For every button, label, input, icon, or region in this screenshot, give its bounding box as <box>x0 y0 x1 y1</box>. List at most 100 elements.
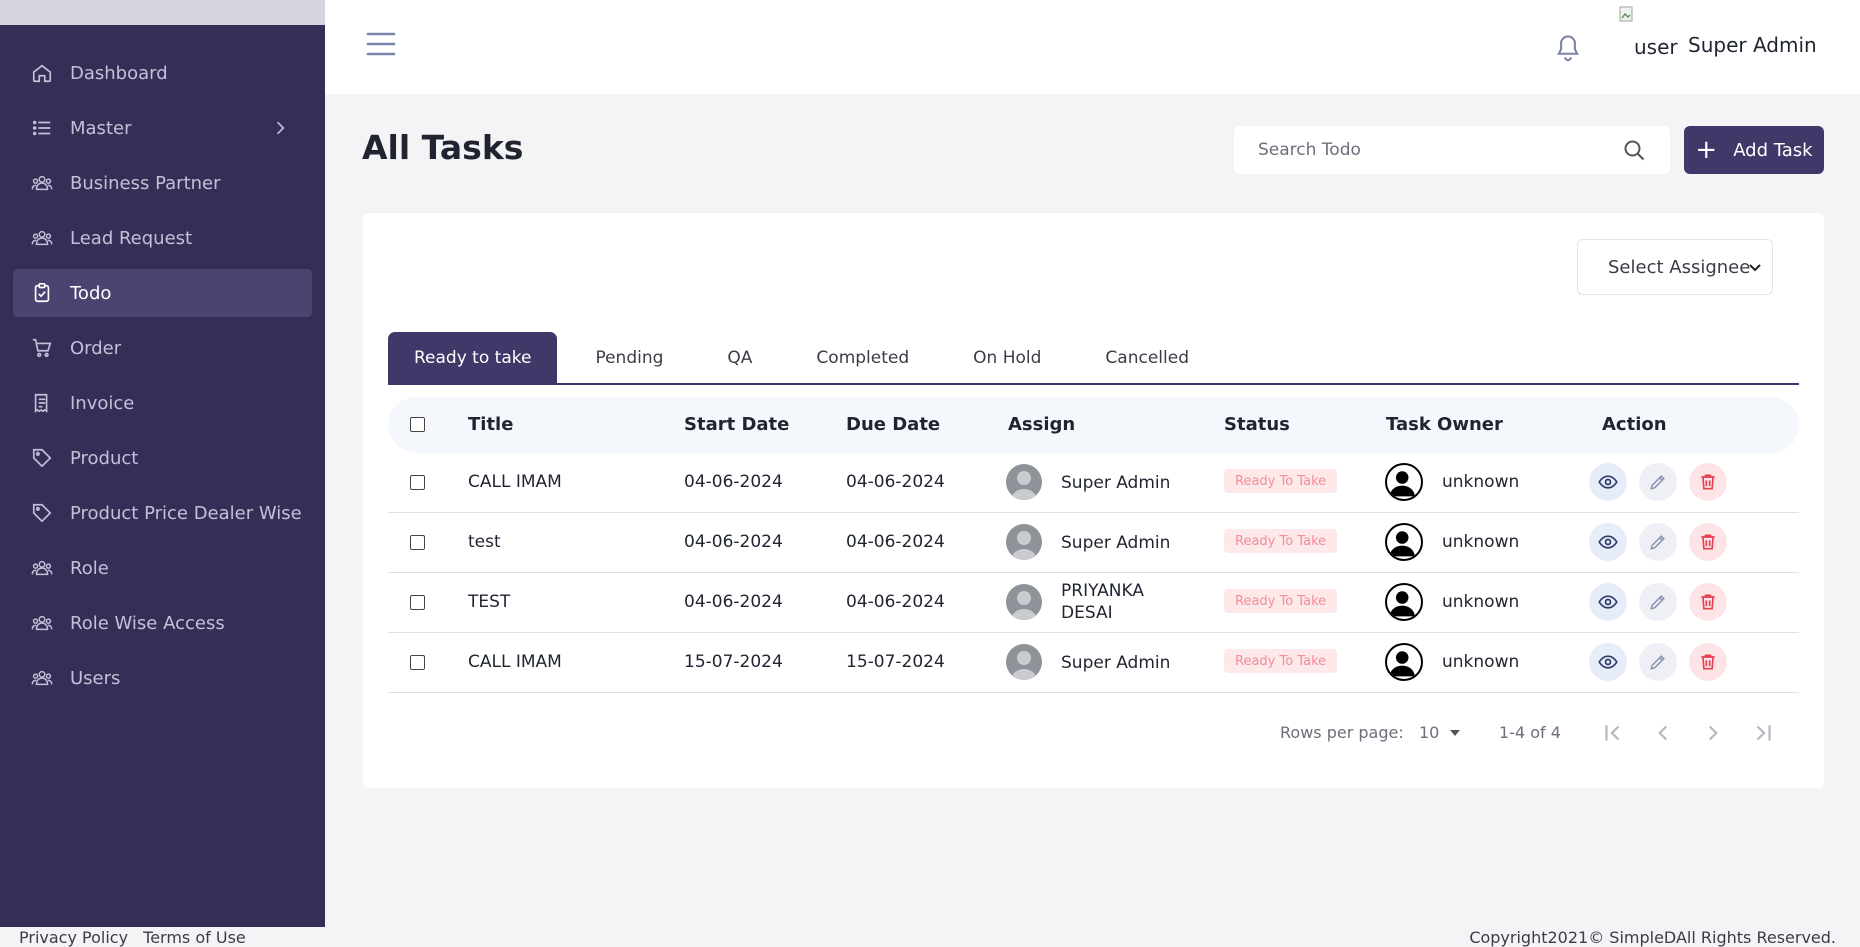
edit-button[interactable] <box>1639 643 1677 681</box>
status-badge: Ready To Take <box>1224 469 1338 493</box>
delete-button[interactable] <box>1689 523 1727 561</box>
sidebar-item-order[interactable]: Order <box>13 324 312 372</box>
task-title: CALL IMAM <box>468 472 562 492</box>
privacy-policy-link[interactable]: Privacy Policy <box>19 928 129 947</box>
chevron-right-icon <box>276 121 285 135</box>
sidebar-item-label: Business Partner <box>70 172 221 194</box>
tab-pending[interactable]: Pending <box>595 347 664 368</box>
cart-icon <box>31 337 53 359</box>
sidebar-item-invoice[interactable]: Invoice <box>13 379 312 427</box>
view-button[interactable] <box>1589 463 1627 501</box>
search-box <box>1234 126 1670 174</box>
tab-cancelled[interactable]: Cancelled <box>1105 347 1189 368</box>
top-header: user Super Admin <box>325 0 1860 94</box>
broken-image-icon <box>1619 6 1633 22</box>
hamburger-menu-icon[interactable] <box>365 30 397 58</box>
tag-icon <box>31 447 53 469</box>
search-input[interactable] <box>1258 140 1622 160</box>
select-all-checkbox[interactable] <box>410 417 425 432</box>
sidebar-item-label: Users <box>70 667 121 689</box>
assignee-name: PRIYANKA DESAI <box>1061 581 1144 623</box>
tab-on-hold[interactable]: On Hold <box>973 347 1042 368</box>
column-header-status: Status <box>1224 414 1290 435</box>
status-tabs: Ready to take Pending QA Completed On Ho… <box>388 320 1799 385</box>
avatar <box>1006 584 1042 620</box>
add-task-button[interactable]: + Add Task <box>1684 126 1824 174</box>
delete-button[interactable] <box>1689 463 1727 501</box>
rows-per-page-select[interactable]: 10 <box>1419 723 1440 742</box>
sidebar-item-product[interactable]: Product <box>13 434 312 482</box>
tab-completed[interactable]: Completed <box>816 347 910 368</box>
user-name[interactable]: Super Admin <box>1688 33 1817 57</box>
assignee-name: Super Admin <box>1061 653 1171 673</box>
column-header-start-date: Start Date <box>684 414 790 435</box>
previous-page-icon[interactable] <box>1650 720 1676 746</box>
sidebar-item-role[interactable]: Role <box>13 544 312 592</box>
owner-name: unknown <box>1442 532 1520 552</box>
row-checkbox[interactable] <box>410 475 425 490</box>
column-header-assign: Assign <box>1008 414 1076 435</box>
sidebar-item-dashboard[interactable]: Dashboard <box>13 49 312 97</box>
next-page-icon[interactable] <box>1700 720 1726 746</box>
delete-button[interactable] <box>1689 583 1727 621</box>
trash-icon <box>1701 474 1715 490</box>
avatar <box>1006 524 1042 560</box>
task-title: test <box>468 532 501 552</box>
tab-qa[interactable]: QA <box>727 347 753 368</box>
sidebar-item-label: Dashboard <box>70 62 168 84</box>
edit-button[interactable] <box>1639 523 1677 561</box>
search-icon[interactable] <box>1622 138 1646 162</box>
trash-icon <box>1701 534 1715 550</box>
sidebar-item-lead-request[interactable]: Lead Request <box>13 214 312 262</box>
sidebar-item-product-price-dealer-wise[interactable]: Product Price Dealer Wise <box>13 489 312 537</box>
users-icon <box>31 172 53 194</box>
owner-name: unknown <box>1442 592 1520 612</box>
first-page-icon[interactable] <box>1600 720 1626 746</box>
edit-button[interactable] <box>1639 583 1677 621</box>
status-badge: Ready To Take <box>1224 529 1338 553</box>
view-button[interactable] <box>1589 583 1627 621</box>
sidebar-item-role-wise-access[interactable]: Role Wise Access <box>13 599 312 647</box>
caret-down-icon[interactable] <box>1448 728 1462 738</box>
view-button[interactable] <box>1589 523 1627 561</box>
users-icon <box>31 612 53 634</box>
view-button[interactable] <box>1589 643 1627 681</box>
row-checkbox[interactable] <box>410 655 425 670</box>
assignee-select-value: Select Assignee <box>1608 256 1751 278</box>
row-checkbox[interactable] <box>410 595 425 610</box>
assignee-select[interactable]: Select Assignee <box>1577 239 1773 295</box>
sidebar-item-todo[interactable]: Todo <box>13 269 312 317</box>
table-row: CALL IMAM 04-06-2024 04-06-2024 Super Ad… <box>388 453 1799 513</box>
pencil-icon <box>1650 475 1665 490</box>
clipboard-check-icon <box>31 282 53 304</box>
table-row: TEST 04-06-2024 04-06-2024 PRIYANKA DESA… <box>388 573 1799 633</box>
delete-button[interactable] <box>1689 643 1727 681</box>
tag-icon <box>31 502 53 524</box>
start-date: 04-06-2024 <box>684 472 783 492</box>
sidebar-item-users[interactable]: Users <box>13 654 312 702</box>
terms-of-use-link[interactable]: Terms of Use <box>143 928 246 947</box>
row-checkbox[interactable] <box>410 535 425 550</box>
tab-ready-to-take[interactable]: Ready to take <box>388 332 558 383</box>
due-date: 15-07-2024 <box>846 652 945 672</box>
trash-icon <box>1701 654 1715 670</box>
users-icon <box>31 227 53 249</box>
table-header: Title Start Date Due Date Assign Status … <box>388 397 1799 453</box>
pencil-icon <box>1650 535 1665 550</box>
eye-icon <box>1598 475 1618 489</box>
sidebar-nav: Dashboard Master Business Partner Lead R… <box>0 25 325 702</box>
sidebar-item-business-partner[interactable]: Business Partner <box>13 159 312 207</box>
sidebar-item-master[interactable]: Master <box>13 104 312 152</box>
bell-icon[interactable] <box>1554 33 1582 63</box>
last-page-icon[interactable] <box>1750 720 1776 746</box>
sidebar-item-label: Product <box>70 447 139 469</box>
footer-links: Privacy Policy Terms of Use <box>19 928 256 947</box>
due-date: 04-06-2024 <box>846 592 945 612</box>
sidebar-item-label: Order <box>70 337 122 359</box>
pencil-icon <box>1650 595 1665 610</box>
column-header-due-date: Due Date <box>846 414 941 435</box>
edit-button[interactable] <box>1639 463 1677 501</box>
pencil-icon <box>1650 655 1665 670</box>
trash-icon <box>1701 594 1715 610</box>
sidebar-item-label: Invoice <box>70 392 135 414</box>
